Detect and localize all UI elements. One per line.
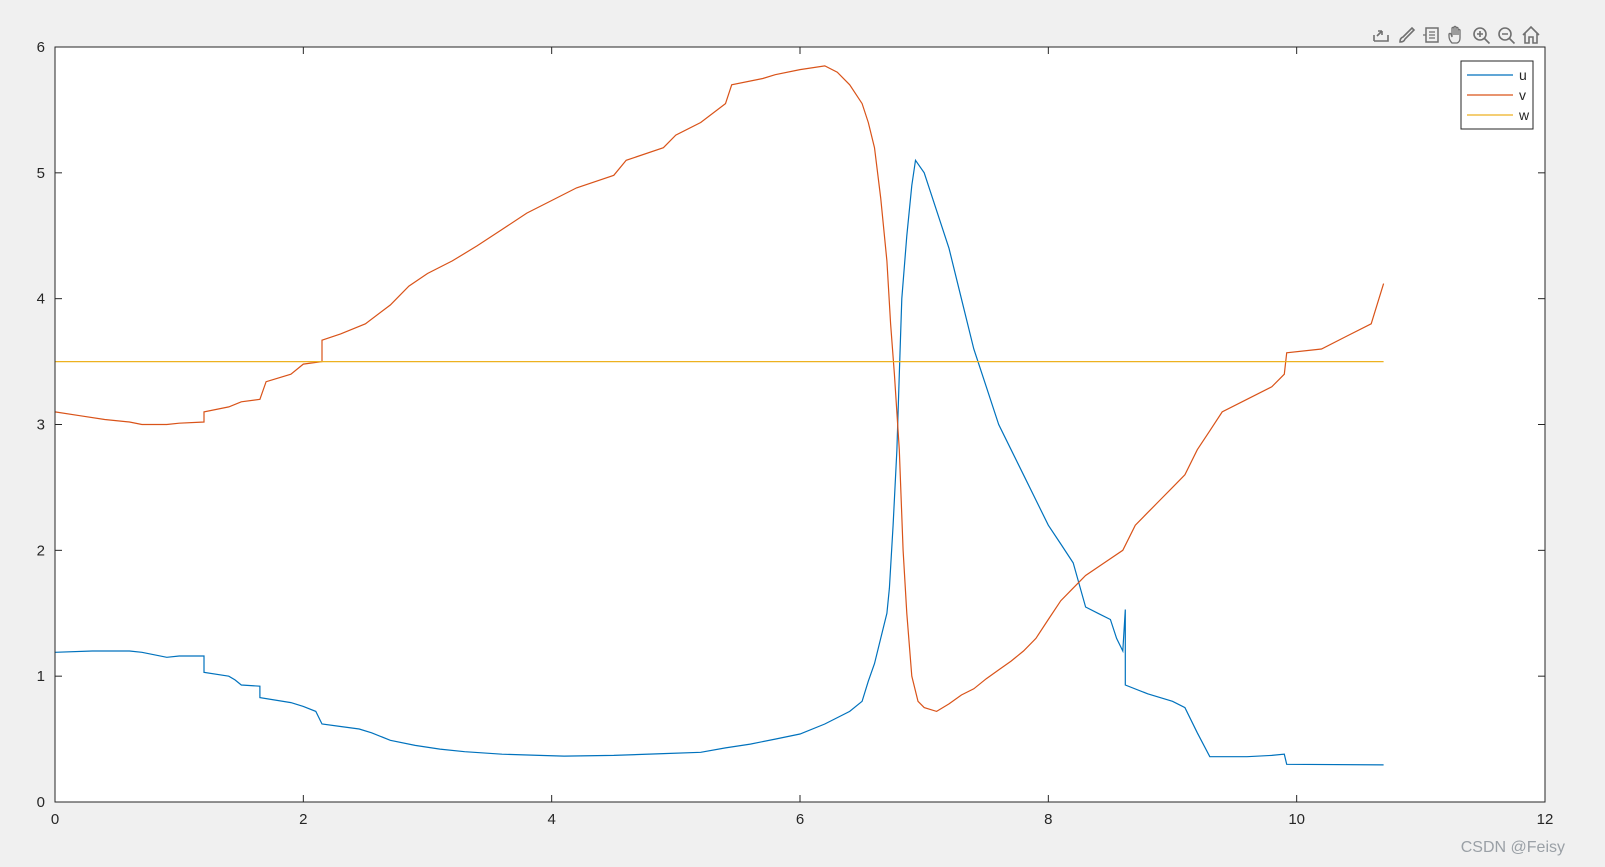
y-tick-label: 3 [37,417,45,434]
pan-icon[interactable] [1445,24,1467,46]
y-tick-label: 1 [37,668,45,685]
x-tick-label: 2 [299,811,307,828]
series-layer [54,65,1385,766]
legend-label-u: u [1519,67,1527,83]
y-tick-label: 5 [37,165,45,182]
legend-label-v: v [1519,87,1526,103]
x-tick-label: 6 [796,811,804,828]
watermark: CSDN @Feisy [1460,839,1565,856]
y-tick-label: 6 [37,39,45,56]
zoom-out-icon[interactable] [1495,24,1517,46]
x-tick-label: 10 [1288,811,1305,828]
y-tick-label: 4 [37,291,45,308]
x-tick-label: 8 [1044,811,1052,828]
y-tick-label: 0 [37,794,45,811]
legend[interactable]: uvw [1460,60,1534,130]
axes-toolbar [1370,24,1542,46]
legend-label-w: w [1518,107,1530,123]
x-tick-label: 4 [547,811,555,828]
home-icon[interactable] [1520,24,1542,46]
axes-background [55,47,1545,802]
brush-icon[interactable] [1395,24,1417,46]
data-tips-icon[interactable] [1420,24,1442,46]
series-line-v[interactable] [54,65,1385,713]
series-line-u[interactable] [54,158,1384,766]
zoom-in-icon[interactable] [1470,24,1492,46]
x-tick-label: 0 [51,811,59,828]
x-tick-label: 12 [1537,811,1554,828]
export-icon[interactable] [1370,24,1392,46]
y-tick-label: 2 [37,542,45,559]
